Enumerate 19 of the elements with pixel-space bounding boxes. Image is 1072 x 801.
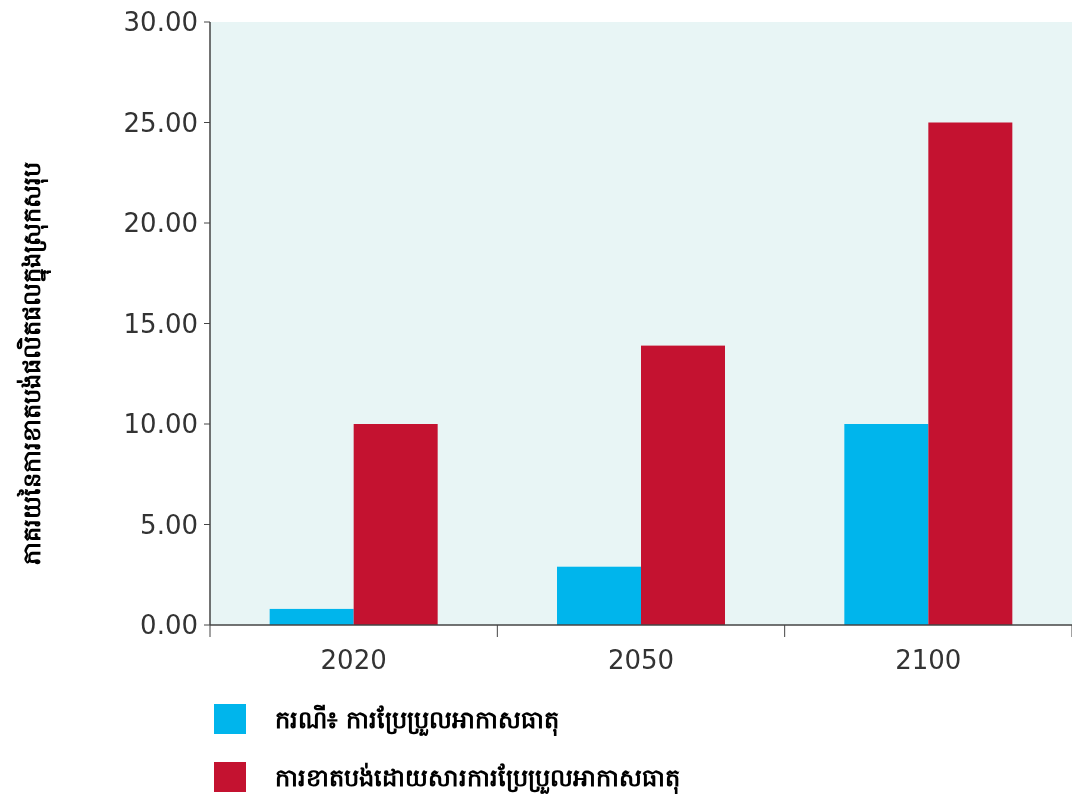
bar <box>353 424 438 625</box>
y-tick-label: 15.00 <box>123 308 198 339</box>
x-tick-label: 2100 <box>895 645 962 675</box>
y-axis-title: ភាគរយនៃការខាតបង់ផលិតផលក្នុងស្រុកសរុប <box>16 162 51 565</box>
y-tick-label: 20.00 <box>123 208 198 238</box>
y-tick-label: 25.00 <box>123 107 198 138</box>
legend-label: ការខាតបង់ដោយសារការប្រែប្រួលអាកាសធាតុ <box>275 762 680 795</box>
y-tick-label: 5.00 <box>140 509 198 540</box>
x-tick-label: 2020 <box>320 645 387 675</box>
bar <box>557 566 641 625</box>
y-tick-label: 10.00 <box>123 409 198 439</box>
bar <box>269 608 354 625</box>
y-tick-label: 30.00 <box>123 7 198 37</box>
bar <box>641 345 725 625</box>
bar <box>928 122 1013 625</box>
y-tick-label: 0.00 <box>140 610 198 640</box>
bar <box>844 424 929 625</box>
x-tick-label: 2050 <box>607 645 675 675</box>
legend-label: ករណី៖ ការប្រែប្រួលអាកាសធាតុ <box>275 704 560 737</box>
